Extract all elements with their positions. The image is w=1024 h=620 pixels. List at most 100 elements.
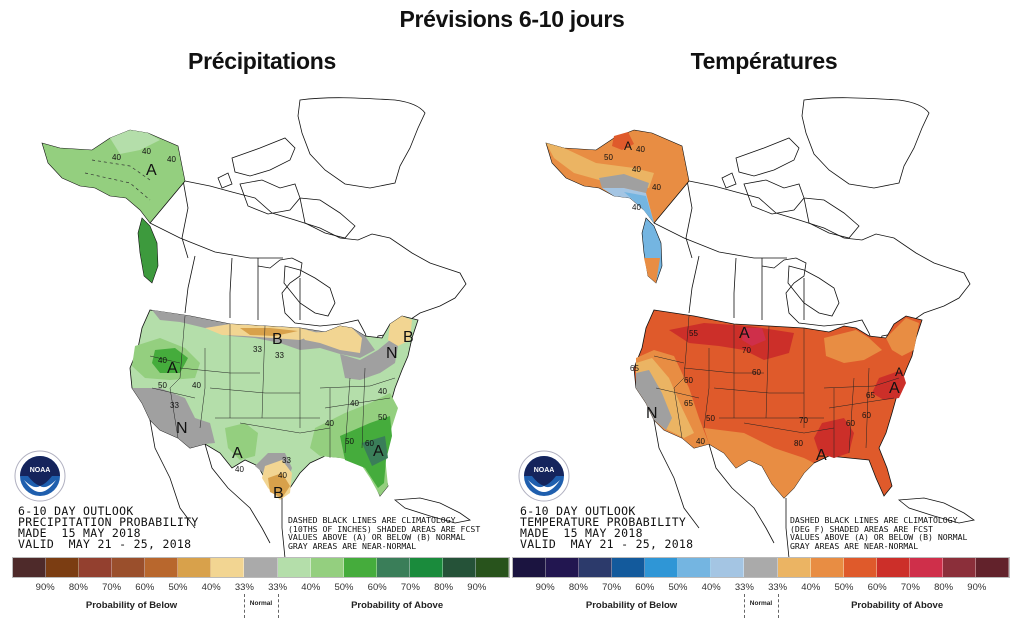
legend-swatch (777, 558, 811, 577)
bc-coast-shaded (137, 217, 159, 284)
orange-northeast (886, 318, 919, 356)
red-midatlantic (872, 370, 906, 400)
map-label: 50 (706, 414, 715, 423)
legend-tick-label: 70% (400, 582, 420, 593)
map-label: N (386, 345, 398, 362)
legend-color-bar (12, 557, 510, 578)
above-nm (225, 423, 258, 460)
map-label: A (373, 443, 384, 460)
greenland-outline (297, 97, 426, 189)
legend-swatch (711, 558, 745, 577)
legend-swatch (310, 558, 344, 577)
map-label: A (624, 139, 632, 153)
legend-tick-label: 90% (967, 582, 987, 593)
legend-tick-label: 70% (602, 582, 622, 593)
map-label: 60 (684, 376, 693, 385)
legend-swatch (909, 558, 943, 577)
legend-swatch (244, 558, 278, 577)
legend-tick-label: 60% (135, 582, 155, 593)
alaska-north-shade (110, 130, 160, 154)
map-label: 40 (192, 381, 201, 390)
map-label: B (403, 329, 414, 346)
map-label: 40 (636, 145, 645, 154)
legend-swatch (645, 558, 679, 577)
legend-swatch (211, 558, 245, 577)
alaska-max (612, 132, 634, 150)
orange-great-lakes (824, 330, 882, 363)
legend-tick-label: 40% (701, 582, 721, 593)
legend-tick-label: 33% (268, 582, 288, 593)
legend-swatch (376, 558, 410, 577)
precip-map: A 40 40 40 B 33 33 B A 50 40 40 33 N N A… (41, 97, 471, 558)
map-label: 40 (696, 437, 705, 446)
legend-swatch (46, 558, 80, 577)
map-label: A (232, 445, 243, 462)
map-label: A (816, 447, 827, 464)
legend-swatch (975, 558, 1009, 577)
legend-swatch (409, 558, 443, 577)
map-label: 40 (378, 387, 387, 396)
legend-divider (244, 594, 246, 618)
temp-legend: 90% 80% 70% 60% 50% 40% 33% 33% 40% 50% 60% 70% 80% 9… (512, 557, 1010, 620)
below-maine (388, 316, 412, 346)
legend-tick-label: 90% (35, 582, 55, 593)
temp-info-block: 6-10 DAY OUTLOOK TEMPERATURE PROBABILITY M… (520, 504, 694, 551)
map-label: A (739, 325, 750, 342)
legend-tick-label: 70% (900, 582, 920, 593)
map-label: 40 (158, 356, 167, 365)
temp-map: A 40 50 40 40 40 A 55 70 60 65 60 65 N 5… (545, 97, 975, 558)
legend-tick-label: 40% (801, 582, 821, 593)
legend-swatch (145, 558, 179, 577)
legend-swatch (79, 558, 113, 577)
main-title: Prévisions 6-10 jours (399, 6, 625, 32)
alaska-gray (599, 174, 649, 193)
map-label: 70 (799, 416, 808, 425)
map-label: B (272, 331, 283, 348)
legend-swatch (475, 558, 509, 577)
legend-tick-label: 33% (234, 582, 254, 593)
map-label: 50 (345, 437, 354, 446)
legend-divider (744, 594, 746, 618)
precip-info-block: 6-10 DAY OUTLOOK PRECIPITATION PROBABILIT… (18, 504, 199, 551)
map-label: B (273, 485, 284, 502)
alaska-blue-core (624, 192, 654, 223)
canada-coast (688, 180, 971, 355)
temp-note-block: DASHED BLACK LINES ARE CLIMATOLOGY (DEG F… (790, 515, 968, 551)
map-label: 40 (632, 165, 641, 174)
precip-map-panel: A 40 40 40 B 33 33 B A 50 40 40 33 N N A… (0, 88, 512, 558)
map-label: 60 (846, 419, 855, 428)
map-label: 60 (862, 411, 871, 420)
map-label: 55 (689, 329, 698, 338)
noaa-logo-text: NOAA (30, 467, 51, 474)
legend-swatch (843, 558, 877, 577)
legend-tick-label: 40% (301, 582, 321, 593)
legend-swatch (277, 558, 311, 577)
map-label: 50 (158, 381, 167, 390)
canada-north-border (149, 222, 283, 259)
map-label: A (889, 380, 900, 397)
legend-tick-label: 80% (434, 582, 454, 593)
map-label: 65 (630, 364, 639, 373)
legend-divider (277, 594, 279, 618)
legend-tick-label: 60% (635, 582, 655, 593)
legend-swatch (513, 558, 547, 577)
legend-tick-label: 50% (168, 582, 188, 593)
map-label: A (167, 360, 178, 377)
legend-tick-label: 50% (334, 582, 354, 593)
map-label: 60 (752, 368, 761, 377)
legend-swatch (810, 558, 844, 577)
legend-swatch (112, 558, 146, 577)
gray-west (132, 388, 215, 448)
below-northern-core (240, 328, 298, 336)
map-label: 40 (167, 155, 176, 164)
map-label: A (146, 162, 157, 179)
map-label: 40 (350, 399, 359, 408)
legend-swatch (442, 558, 476, 577)
legend-below-label: Probability of Below (585, 600, 678, 611)
hudson-bay (787, 265, 840, 317)
map-label: 40 (142, 147, 151, 156)
map-label: 60 (365, 439, 374, 448)
orange-south (704, 428, 814, 498)
map-label: 65 (684, 399, 693, 408)
temp-map-panel: A 40 50 40 40 40 A 55 70 60 65 60 65 N 5… (504, 88, 1016, 558)
